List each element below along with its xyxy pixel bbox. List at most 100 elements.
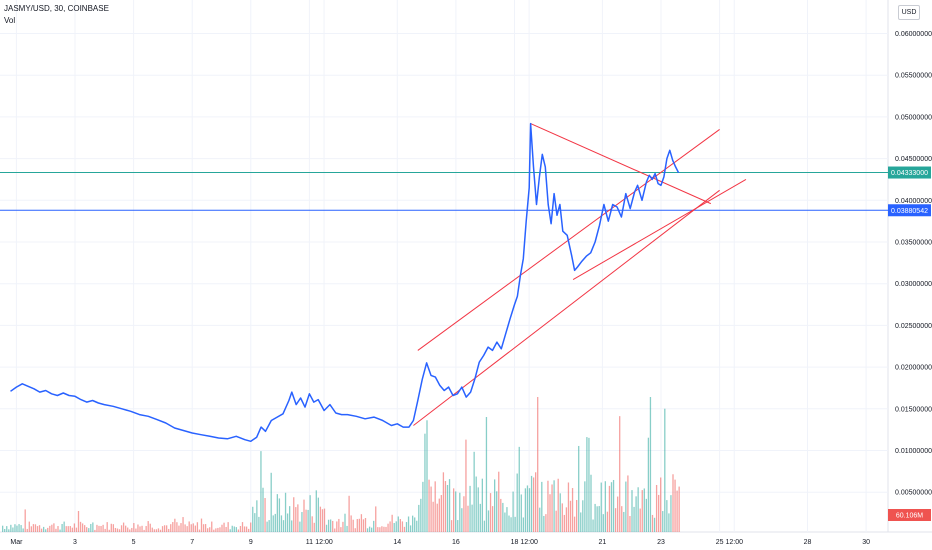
volume-bar bbox=[653, 517, 656, 532]
volume-bar bbox=[569, 500, 572, 532]
volume-bar bbox=[227, 522, 229, 532]
volume-bar bbox=[660, 477, 662, 532]
horizontal-lines[interactable] bbox=[0, 172, 888, 211]
volume-bar bbox=[512, 491, 514, 532]
volume-bar bbox=[389, 521, 391, 532]
volume-bar bbox=[547, 480, 549, 532]
volume-bar bbox=[457, 520, 459, 532]
volume-bar bbox=[217, 527, 219, 532]
volume-bar bbox=[88, 528, 90, 532]
volume-bar bbox=[535, 472, 537, 532]
volume-bar bbox=[416, 520, 418, 532]
volume-bar bbox=[559, 493, 561, 532]
volume-bar bbox=[84, 525, 86, 532]
symbol-title[interactable]: JASMY/USD, 30, COINBASE bbox=[4, 4, 109, 13]
volume-bar bbox=[303, 499, 305, 532]
volume-bar bbox=[658, 494, 660, 532]
price-tick-label: 0.01000000 bbox=[895, 448, 932, 455]
volume-bar bbox=[94, 529, 96, 532]
volume-bar bbox=[608, 485, 611, 532]
volume-bar bbox=[668, 513, 670, 532]
volume-bar bbox=[225, 526, 227, 532]
volume-bar bbox=[174, 518, 176, 532]
chart-legend: JASMY/USD, 30, COINBASE Vol bbox=[4, 3, 109, 27]
volume-bar bbox=[672, 474, 674, 532]
volume-bar bbox=[270, 472, 272, 532]
volume-bar bbox=[180, 523, 182, 532]
volume-bar bbox=[420, 498, 422, 532]
volume-bar bbox=[159, 529, 162, 532]
volume-bar bbox=[508, 515, 510, 532]
volume-bar bbox=[299, 521, 301, 532]
volume-bar bbox=[243, 526, 246, 532]
volume-bar bbox=[53, 523, 55, 532]
volume-bar bbox=[604, 481, 606, 532]
volume-bar bbox=[629, 516, 631, 532]
volume-bar bbox=[67, 526, 69, 532]
volume-bar bbox=[182, 517, 184, 532]
volume-bar bbox=[584, 481, 586, 532]
volume-bar bbox=[254, 513, 256, 532]
volume-bar bbox=[272, 515, 274, 532]
trend-line bbox=[572, 179, 747, 280]
trend-lines[interactable] bbox=[413, 123, 747, 426]
price-tick-label: 0.06000000 bbox=[895, 31, 932, 38]
volume-bar bbox=[24, 509, 26, 532]
volume-bar bbox=[561, 503, 563, 532]
volume-bar bbox=[239, 525, 242, 532]
volume-bar bbox=[204, 524, 207, 532]
volume-bar bbox=[22, 528, 24, 532]
volume-bar bbox=[176, 522, 178, 532]
currency-button[interactable]: USD bbox=[898, 5, 920, 20]
volume-bar bbox=[211, 521, 213, 532]
price-line-label: 0.03880542 bbox=[891, 208, 928, 215]
time-tick-label: 12:00 bbox=[725, 539, 743, 546]
volume-bar bbox=[14, 524, 16, 532]
volume-bar bbox=[465, 439, 467, 532]
volume-bar bbox=[635, 496, 637, 532]
volume-bar bbox=[186, 526, 188, 532]
volume-bar bbox=[194, 525, 196, 532]
volume-bar bbox=[90, 523, 92, 532]
volume-bar bbox=[57, 526, 59, 532]
volume-bar bbox=[221, 524, 223, 532]
volume-bar bbox=[137, 524, 139, 532]
volume-bar bbox=[383, 526, 385, 532]
time-axis[interactable]: Mar 3 5 7 9 11 12:00 14 16 18 12:00 21 23 25 12:00 28 30 bbox=[10, 539, 870, 546]
volume-bar bbox=[223, 522, 225, 532]
volume-indicator-label[interactable]: Vol bbox=[4, 16, 16, 25]
volume-bar bbox=[65, 526, 67, 532]
volume-bar bbox=[528, 488, 531, 532]
volume-bar bbox=[469, 485, 471, 532]
volume-bar bbox=[649, 397, 652, 532]
volume-bar bbox=[55, 528, 57, 532]
volume-bar bbox=[623, 511, 625, 532]
volume-bar bbox=[655, 484, 658, 532]
volume-label: 60.106M bbox=[896, 513, 923, 520]
volume-bar bbox=[122, 522, 125, 532]
time-tick-label: 12:00 bbox=[520, 539, 538, 546]
price-axis[interactable]: 0.06000000 0.05500000 0.05000000 0.04500000… bbox=[895, 31, 932, 497]
volume-bar bbox=[440, 495, 442, 532]
volume-bar bbox=[264, 498, 266, 532]
time-tick-label: 16 bbox=[452, 539, 460, 546]
volume-bar bbox=[280, 515, 283, 532]
volume-bar bbox=[407, 516, 410, 532]
volume-bar bbox=[553, 480, 555, 532]
time-tick-label: 7 bbox=[190, 539, 194, 546]
volume-bar bbox=[28, 521, 30, 532]
volume-bar bbox=[79, 521, 82, 532]
volume-bar bbox=[118, 529, 121, 532]
volume-bar bbox=[321, 509, 324, 532]
volume-bar bbox=[381, 526, 383, 532]
volume-bar bbox=[102, 524, 104, 532]
volume-bar bbox=[284, 492, 287, 532]
volume-bar bbox=[340, 527, 342, 532]
time-tick-label: 30 bbox=[862, 539, 870, 546]
volume-bar bbox=[334, 528, 336, 532]
volume-bar bbox=[426, 420, 428, 532]
volume-bar bbox=[586, 437, 588, 532]
volume-bar bbox=[45, 529, 47, 532]
volume-bar bbox=[178, 525, 180, 532]
